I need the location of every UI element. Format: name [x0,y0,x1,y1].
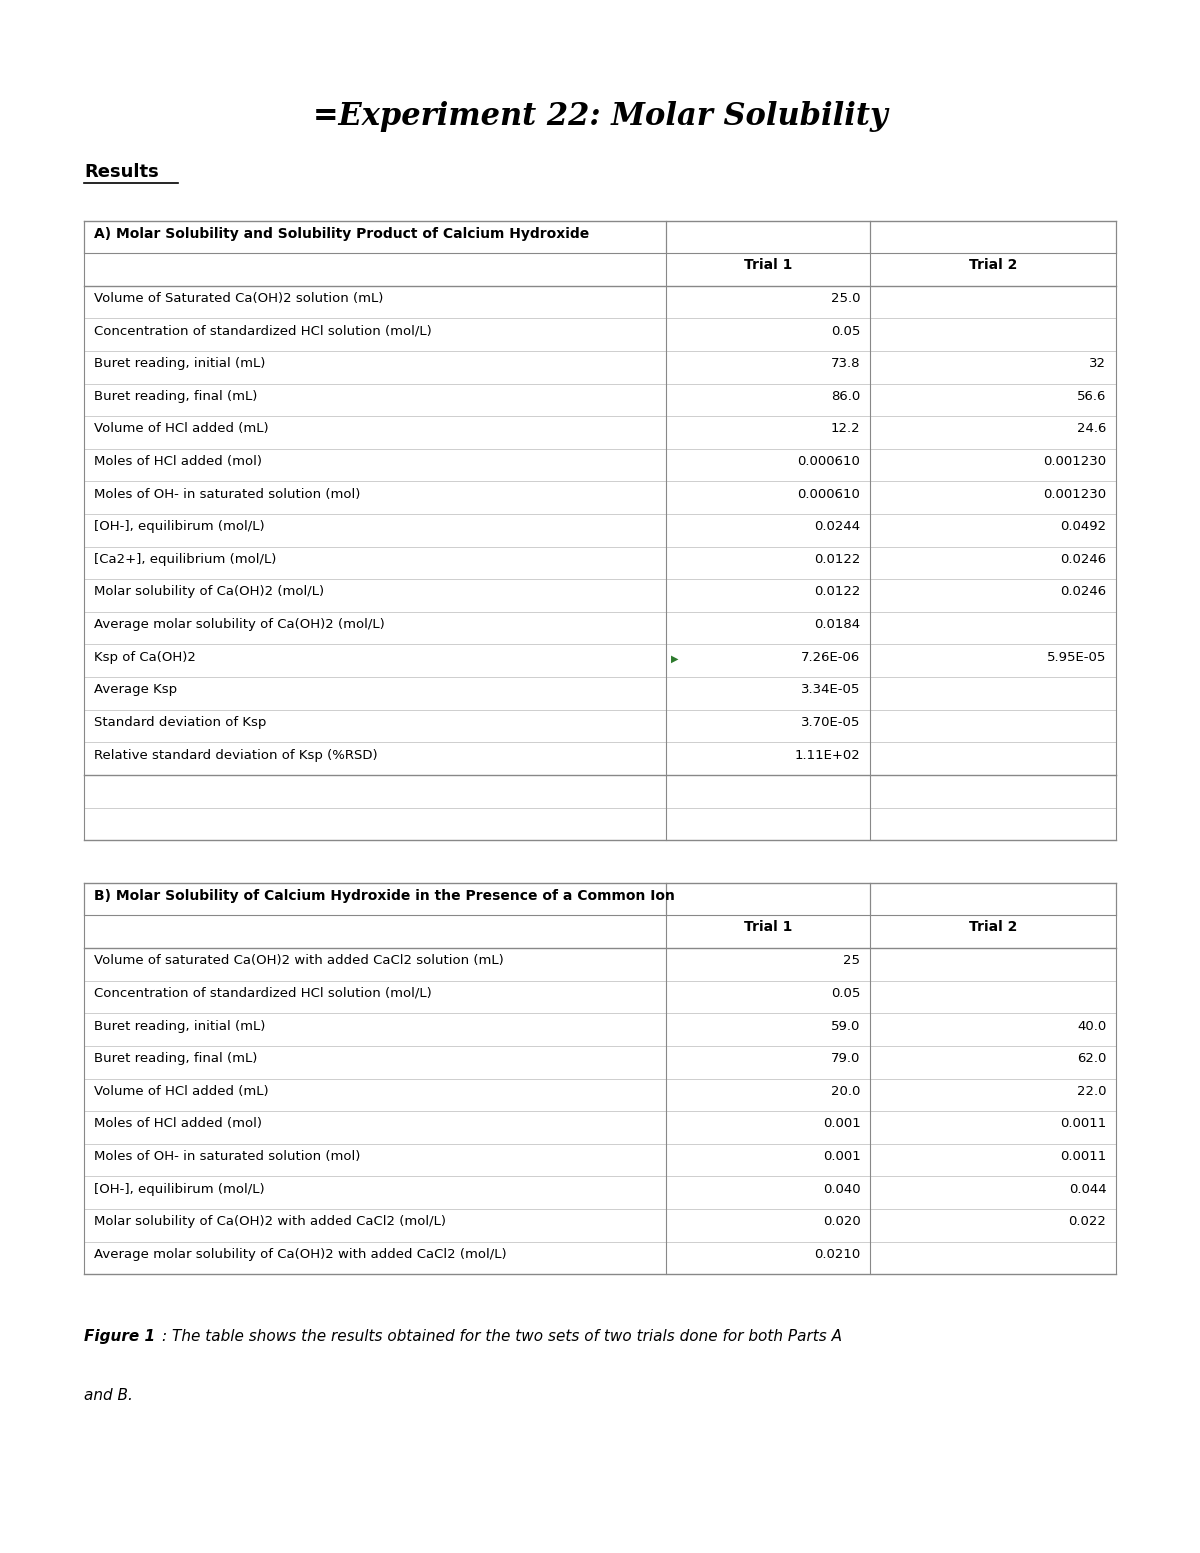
Text: 0.0246: 0.0246 [1061,553,1106,565]
Text: Average molar solubility of Ca(OH)2 with added CaCl2 (mol/L): Average molar solubility of Ca(OH)2 with… [94,1249,506,1261]
Text: 7.26E-06: 7.26E-06 [802,651,860,663]
Text: Molar solubility of Ca(OH)2 (mol/L): Molar solubility of Ca(OH)2 (mol/L) [94,585,324,598]
Text: Volume of HCl added (mL): Volume of HCl added (mL) [94,1086,269,1098]
Text: Buret reading, initial (mL): Buret reading, initial (mL) [94,357,265,370]
Text: 0.020: 0.020 [823,1216,860,1228]
Text: ▶: ▶ [671,654,678,665]
Text: 0.0492: 0.0492 [1061,520,1106,533]
Text: Ksp of Ca(OH)2: Ksp of Ca(OH)2 [94,651,196,663]
Text: 3.34E-05: 3.34E-05 [802,683,860,696]
Text: 0.0244: 0.0244 [815,520,860,533]
Text: 0.0011: 0.0011 [1060,1151,1106,1163]
Text: : The table shows the results obtained for the two sets of two trials done for b: : The table shows the results obtained f… [162,1329,842,1343]
Text: Volume of saturated Ca(OH)2 with added CaCl2 solution (mL): Volume of saturated Ca(OH)2 with added C… [94,955,503,968]
Text: =Experiment 22: Molar Solubility: =Experiment 22: Molar Solubility [313,101,887,132]
Text: Buret reading, final (mL): Buret reading, final (mL) [94,390,257,402]
Text: 0.001230: 0.001230 [1043,488,1106,500]
Text: Buret reading, initial (mL): Buret reading, initial (mL) [94,1020,265,1033]
Text: Buret reading, final (mL): Buret reading, final (mL) [94,1053,257,1065]
Text: Trial 2: Trial 2 [968,921,1018,935]
Text: 0.0210: 0.0210 [814,1249,860,1261]
Text: Trial 1: Trial 1 [744,258,792,272]
Text: Volume of HCl added (mL): Volume of HCl added (mL) [94,422,269,435]
Text: Moles of HCl added (mol): Moles of HCl added (mol) [94,455,262,467]
Text: 25.0: 25.0 [830,292,860,304]
Text: Average Ksp: Average Ksp [94,683,176,696]
Text: 0.001230: 0.001230 [1043,455,1106,467]
Text: 22.0: 22.0 [1076,1086,1106,1098]
Text: Average molar solubility of Ca(OH)2 (mol/L): Average molar solubility of Ca(OH)2 (mol… [94,618,384,631]
Text: 0.0011: 0.0011 [1060,1118,1106,1131]
Text: 5.95E-05: 5.95E-05 [1048,651,1106,663]
Text: Standard deviation of Ksp: Standard deviation of Ksp [94,716,266,728]
Text: 3.70E-05: 3.70E-05 [802,716,860,728]
Text: 25: 25 [844,955,860,968]
Text: 1.11E+02: 1.11E+02 [794,749,860,761]
Text: Volume of Saturated Ca(OH)2 solution (mL): Volume of Saturated Ca(OH)2 solution (mL… [94,292,383,304]
Text: Trial 2: Trial 2 [968,258,1018,272]
Text: 12.2: 12.2 [830,422,860,435]
Text: 62.0: 62.0 [1078,1053,1106,1065]
Text: Moles of OH- in saturated solution (mol): Moles of OH- in saturated solution (mol) [94,488,360,500]
Text: 24.6: 24.6 [1078,422,1106,435]
Text: 0.001: 0.001 [823,1118,860,1131]
Text: [OH-], equilibirum (mol/L): [OH-], equilibirum (mol/L) [94,1183,264,1196]
Text: 0.000610: 0.000610 [798,455,860,467]
Text: 0.040: 0.040 [823,1183,860,1196]
Text: 56.6: 56.6 [1078,390,1106,402]
Text: 0.044: 0.044 [1069,1183,1106,1196]
Text: 0.0122: 0.0122 [814,585,860,598]
Text: Concentration of standardized HCl solution (mol/L): Concentration of standardized HCl soluti… [94,325,431,337]
Text: Relative standard deviation of Ksp (%RSD): Relative standard deviation of Ksp (%RSD… [94,749,377,761]
Text: 79.0: 79.0 [832,1053,860,1065]
Text: 73.8: 73.8 [830,357,860,370]
Text: 20.0: 20.0 [832,1086,860,1098]
Text: and B.: and B. [84,1388,133,1402]
Text: Molar solubility of Ca(OH)2 with added CaCl2 (mol/L): Molar solubility of Ca(OH)2 with added C… [94,1216,445,1228]
Text: 0.0246: 0.0246 [1061,585,1106,598]
Text: 86.0: 86.0 [832,390,860,402]
Text: Trial 1: Trial 1 [744,921,792,935]
Text: 0.000610: 0.000610 [798,488,860,500]
Text: 32: 32 [1090,357,1106,370]
Text: 0.022: 0.022 [1068,1216,1106,1228]
Text: Results: Results [84,163,158,182]
Text: [Ca2+], equilibrium (mol/L): [Ca2+], equilibrium (mol/L) [94,553,276,565]
Text: B) Molar Solubility of Calcium Hydroxide in the Presence of a Common Ion: B) Molar Solubility of Calcium Hydroxide… [94,890,674,904]
Text: 40.0: 40.0 [1078,1020,1106,1033]
Text: Figure 1: Figure 1 [84,1329,155,1343]
Text: [OH-], equilibirum (mol/L): [OH-], equilibirum (mol/L) [94,520,264,533]
Text: 0.05: 0.05 [832,988,860,1000]
Text: 0.0122: 0.0122 [814,553,860,565]
Text: 0.05: 0.05 [832,325,860,337]
Text: 0.001: 0.001 [823,1151,860,1163]
Text: Concentration of standardized HCl solution (mol/L): Concentration of standardized HCl soluti… [94,988,431,1000]
Text: 0.0184: 0.0184 [815,618,860,631]
Text: Moles of HCl added (mol): Moles of HCl added (mol) [94,1118,262,1131]
Text: Moles of OH- in saturated solution (mol): Moles of OH- in saturated solution (mol) [94,1151,360,1163]
Text: 59.0: 59.0 [832,1020,860,1033]
Text: A) Molar Solubility and Solubility Product of Calcium Hydroxide: A) Molar Solubility and Solubility Produ… [94,227,589,241]
